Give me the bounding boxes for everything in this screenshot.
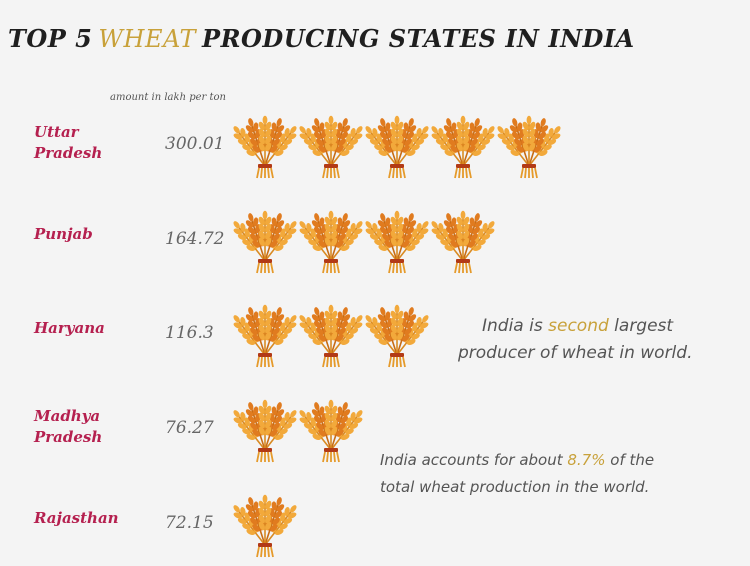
value-label: 300.01 (165, 134, 225, 154)
wheat-icon-bar (232, 297, 430, 369)
wheat-bundle-icon (299, 115, 363, 179)
state-label-line: Uttar (34, 123, 79, 141)
wheat-bundle-icon (233, 304, 297, 368)
note-share: India accounts for about 8.7% of the tot… (380, 447, 654, 501)
state-label-line: Rajasthan (34, 509, 119, 527)
title-suffix: PRODUCING STATES IN INDIA (202, 24, 635, 53)
wheat-bundle-icon (233, 115, 297, 179)
wheat-icon-bar (232, 487, 298, 559)
state-label: Rajasthan (34, 508, 164, 529)
note1-pre: India is (482, 316, 543, 336)
state-label-line: Pradesh (34, 144, 103, 162)
value-label: 164.72 (165, 229, 225, 249)
note-second-largest: India is second largest producer of whea… (458, 313, 692, 367)
wheat-bundle-icon (299, 399, 363, 463)
wheat-bundle-icon (431, 210, 495, 274)
note1-post: largest (614, 316, 674, 336)
note2-pre: India accounts for about (380, 451, 563, 469)
wheat-bundle-icon (233, 210, 297, 274)
title-highlight: WHEAT (98, 25, 197, 53)
state-label: Haryana (34, 318, 164, 339)
wheat-icon-bar (232, 392, 364, 464)
note1-line2: producer of wheat in world. (458, 343, 693, 363)
wheat-bundle-icon (233, 494, 297, 558)
state-label: Uttar Pradesh (34, 122, 164, 164)
state-label: Punjab (34, 224, 164, 245)
note1-highlight: second (548, 316, 609, 336)
wheat-bundle-icon (365, 115, 429, 179)
note2-highlight: 8.7% (567, 451, 606, 469)
note2-line2: total wheat production in the world. (380, 478, 650, 496)
unit-label: amount in lakh per ton (110, 92, 226, 103)
state-label-line: Punjab (34, 225, 93, 243)
chart-title: TOP 5 WHEAT PRODUCING STATES IN INDIA (8, 24, 635, 53)
wheat-bundle-icon (299, 210, 363, 274)
wheat-bundle-icon (365, 210, 429, 274)
wheat-bundle-icon (365, 304, 429, 368)
title-prefix: TOP 5 (8, 24, 93, 53)
wheat-icon-bar (232, 203, 496, 275)
value-label: 116.3 (165, 323, 214, 343)
state-label-line: Pradesh (34, 428, 103, 446)
wheat-bundle-icon (299, 304, 363, 368)
value-label: 72.15 (165, 513, 214, 533)
state-label-line: Madhya (34, 407, 101, 425)
wheat-bundle-icon (431, 115, 495, 179)
wheat-icon-bar (232, 108, 562, 180)
note2-post: of the (610, 451, 655, 469)
state-label: Madhya Pradesh (34, 406, 164, 448)
state-label-line: Haryana (34, 319, 105, 337)
wheat-bundle-icon (497, 115, 561, 179)
wheat-bundle-icon (233, 399, 297, 463)
value-label: 76.27 (165, 418, 214, 438)
